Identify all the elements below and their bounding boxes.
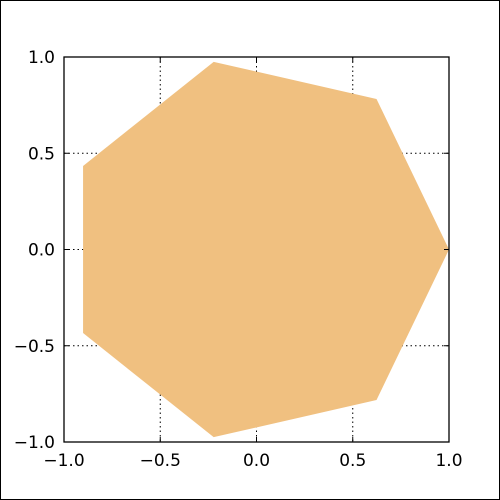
x-tick-label: 0.0 xyxy=(243,451,270,471)
x-tick-label: −1.0 xyxy=(43,451,84,471)
filled-heptagon-area xyxy=(83,61,449,438)
y-tick-label: 0.0 xyxy=(28,241,55,261)
series-layer xyxy=(83,61,449,438)
x-tick-label: 1.0 xyxy=(435,451,462,471)
y-tick-label: −1.0 xyxy=(14,433,55,453)
y-tick-label: 0.5 xyxy=(28,144,55,164)
x-tick-label: 0.5 xyxy=(339,451,366,471)
y-tick-label: 1.0 xyxy=(28,48,55,68)
plot-frame xyxy=(63,56,450,443)
x-tick-labels: −1.0 −0.5 0.0 0.5 1.0 xyxy=(43,451,462,471)
x-tick-label: −0.5 xyxy=(140,451,181,471)
y-tick-label: −0.5 xyxy=(14,337,55,357)
y-tick-labels: −1.0 −0.5 0.0 0.5 1.0 xyxy=(14,48,55,453)
